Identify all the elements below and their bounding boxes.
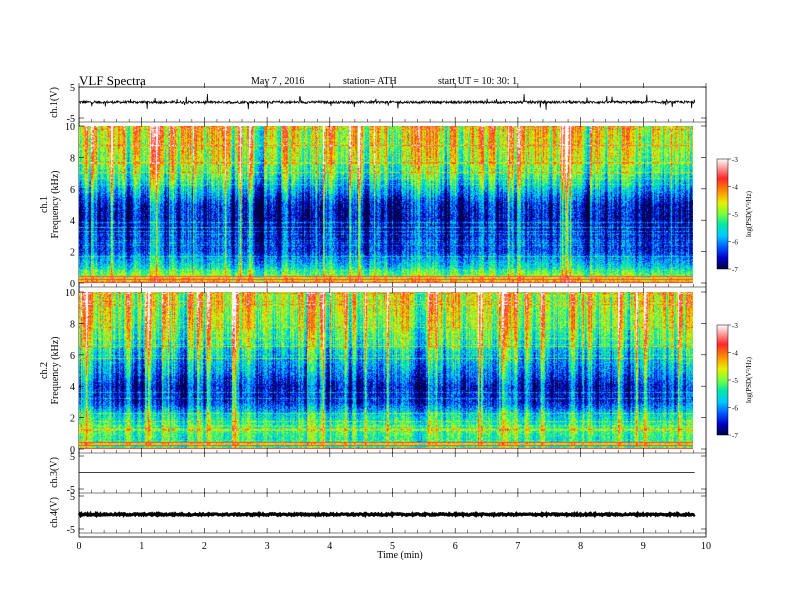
- x-tick-label: 4: [327, 541, 332, 552]
- ch1-spectrogram-y-tick-label: 0: [70, 279, 75, 290]
- x-tick-label: 7: [515, 541, 520, 552]
- ch1-spectrogram: [79, 126, 693, 283]
- ch1-colorbar: -3 -4 -5 -6 -7 log(PSD(V²/Hz): [716, 156, 753, 274]
- ch2-spectrogram-y-tick-label: 8: [70, 319, 75, 330]
- ch2-spectrogram-y-tick-label: 6: [70, 351, 75, 362]
- ch2-spectrogram-y-label: Frequency (kHz): [50, 336, 61, 404]
- header-station: station= ATH: [343, 76, 397, 87]
- figure-title: VLF Spectra: [79, 73, 146, 88]
- colorbar-tick-label: -5: [732, 377, 738, 385]
- ch4-waveform-y-label: ch.4(V): [49, 497, 60, 528]
- ch1-spectrogram-y-tick-label: 4: [70, 216, 75, 227]
- ch2-spectrogram-y-tick-label: 2: [70, 414, 75, 425]
- ch1-spectrogram-y-tick-label: 6: [70, 185, 75, 196]
- x-tick-label: 6: [453, 541, 458, 552]
- ch2-colorbar: -3 -4 -5 -6 -7 log(PSD(V²/Hz): [716, 322, 753, 440]
- x-tick-label: 1: [139, 541, 144, 552]
- x-tick-label: 0: [77, 541, 82, 552]
- ch1-waveform-trace: [78, 93, 696, 110]
- ch1-waveform-y-tick-label: 5: [70, 83, 75, 94]
- ch2-spectrogram-y-tick-label: 4: [70, 382, 75, 393]
- colorbar-label: log(PSD(V²/Hz): [745, 190, 753, 237]
- x-tick-label: 5: [390, 541, 395, 552]
- ch2-spectrogram-y-tick-label: 10: [65, 288, 75, 299]
- colorbar-gradient: [716, 324, 729, 436]
- ch4-waveform-trace: [77, 510, 696, 519]
- ch1-spectrogram-y-label: ch.1: [39, 196, 50, 213]
- ch3-waveform-y-tick-label: -5: [67, 485, 75, 496]
- x-tick-label: 10: [701, 541, 711, 552]
- ch3-waveform-y-label: ch.3(V): [49, 457, 60, 488]
- header-start-time: start UT = 10: 30: 1: [438, 76, 518, 87]
- colorbar-tick-label: -4: [732, 350, 738, 358]
- ch4-waveform-y-tick-label: 5: [70, 492, 75, 503]
- colorbar-gradient: [716, 158, 729, 270]
- colorbar-tick-label: -3: [732, 156, 738, 164]
- ch1-spectrogram-y-tick-label: 8: [70, 153, 75, 164]
- colorbar-tick-label: -5: [732, 211, 738, 219]
- colorbar-tick-label: -6: [732, 405, 738, 413]
- ch3-waveform-y-tick-label: 5: [70, 452, 75, 463]
- axis-ticks: [78, 83, 707, 533]
- x-axis-label: Time (min): [377, 550, 422, 561]
- ch1-spectrogram-y-tick-label: 2: [70, 248, 75, 259]
- colorbar-tick-label: -6: [732, 239, 738, 247]
- ch4-waveform-y-tick-label: -5: [67, 525, 75, 536]
- ch2-spectrogram-y-label: ch.2: [39, 362, 50, 379]
- ch2-spectrogram: [79, 292, 693, 449]
- x-tick-label: 9: [641, 541, 646, 552]
- colorbar-tick-label: -3: [732, 322, 738, 330]
- ch2-spectrogram-y-tick-label: 0: [70, 445, 75, 456]
- header-date: May 7 , 2016: [251, 76, 305, 87]
- ch1-spectrogram-y-label: Frequency (kHz): [50, 170, 61, 238]
- colorbar-label: log(PSD(V²/Hz): [745, 356, 753, 403]
- ch1-waveform-y-label: ch.1(V): [49, 87, 60, 118]
- colorbar-tick-label: -7: [732, 266, 738, 274]
- colorbar-tick-label: -7: [732, 432, 738, 440]
- ch1-spectrogram-y-tick-label: 10: [65, 122, 75, 133]
- ch1-waveform-y-tick-label: -5: [67, 114, 75, 125]
- colorbar-tick-label: -4: [732, 184, 738, 192]
- x-tick-label: 2: [202, 541, 207, 552]
- x-tick-label: 3: [265, 541, 270, 552]
- x-tick-label: 8: [578, 541, 583, 552]
- ch1-waveform-panel: [78, 93, 696, 110]
